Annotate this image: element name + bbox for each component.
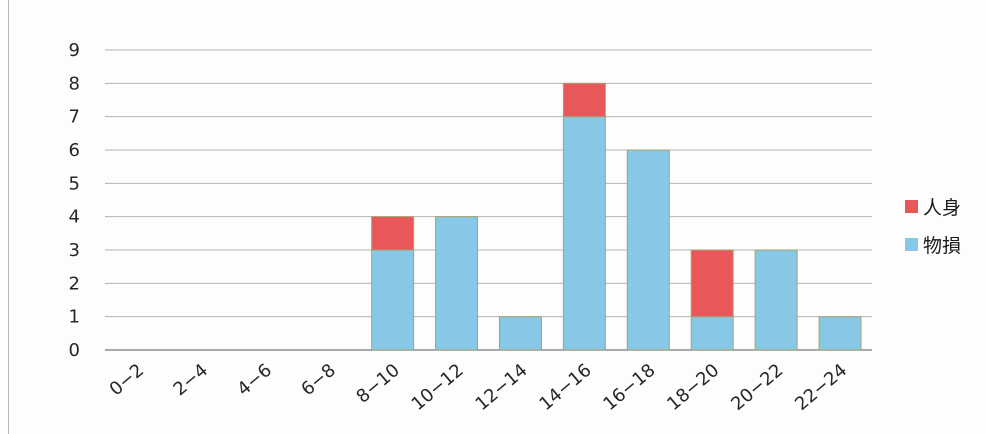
bar-segment <box>690 316 734 351</box>
y-tick-label: 0 <box>69 340 80 361</box>
legend-swatch <box>905 200 918 213</box>
y-tick-label: 2 <box>69 273 80 294</box>
bar-segment <box>435 216 479 351</box>
bar-segment <box>562 116 606 351</box>
y-tick-label: 8 <box>69 73 80 94</box>
x-tick-label: 6−8 <box>297 360 340 401</box>
bar-segment <box>626 149 670 351</box>
x-tick-label: 18−20 <box>663 360 723 415</box>
y-tick-label: 3 <box>69 240 80 261</box>
bar-segment <box>371 249 415 351</box>
bar-segment <box>498 316 542 351</box>
y-tick-label: 4 <box>69 207 80 228</box>
x-tick-label: 14−16 <box>535 360 595 415</box>
bar-segment <box>371 216 415 251</box>
bar-segment <box>690 249 734 318</box>
y-tick-label: 5 <box>69 173 80 194</box>
legend-swatch <box>905 238 918 251</box>
bar-segment <box>818 316 862 351</box>
legend-label: 人身 <box>923 197 961 219</box>
x-tick-label: 12−14 <box>472 360 532 415</box>
y-tick-label: 1 <box>69 307 80 328</box>
x-tick-label: 2−4 <box>169 360 212 401</box>
bar-segment <box>562 82 606 118</box>
x-tick-label: 20−22 <box>727 360 787 415</box>
x-tick-label: 16−18 <box>599 360 659 415</box>
legend-label: 物損 <box>923 235 961 257</box>
x-tick-label: 8−10 <box>352 360 403 408</box>
x-tick-label: 0−2 <box>106 360 149 401</box>
y-tick-label: 6 <box>69 140 80 161</box>
x-tick-label: 22−24 <box>791 360 851 415</box>
y-tick-label: 7 <box>69 107 80 128</box>
x-tick-label: 4−6 <box>233 360 276 401</box>
x-tick-label: 10−12 <box>408 360 468 415</box>
page-edge-line <box>8 0 9 434</box>
y-tick-label: 9 <box>69 40 80 61</box>
bar-segment <box>754 249 798 351</box>
